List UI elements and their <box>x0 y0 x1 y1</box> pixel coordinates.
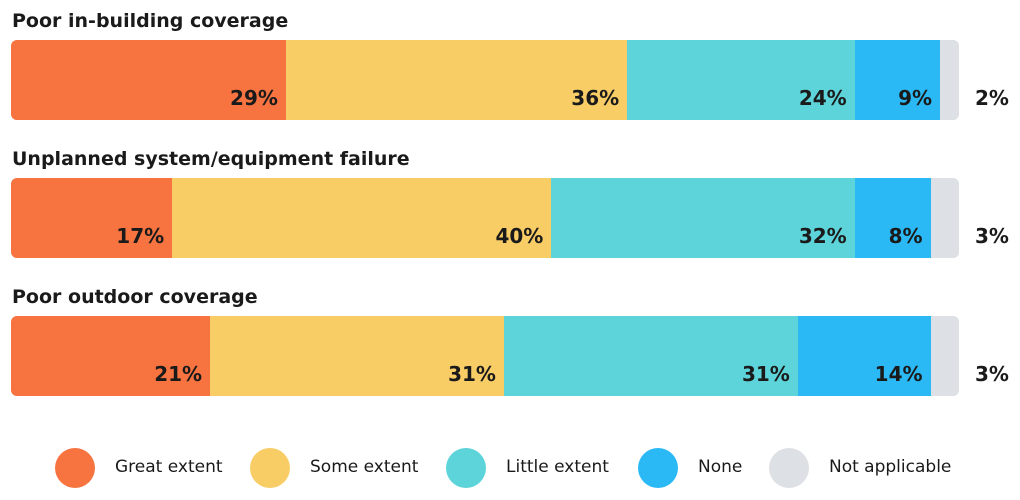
data-label: 32% <box>798 224 847 248</box>
bar-segment: 17% <box>11 178 173 258</box>
bar-segment <box>940 40 959 120</box>
data-label: 21% <box>154 362 203 386</box>
data-label: 3% <box>975 362 1009 386</box>
stacked-bar: 21% 31% 31% 14% <box>11 316 959 396</box>
bar-segment: 8% <box>854 178 931 258</box>
bar-segment: 36% <box>285 40 628 120</box>
category-label: Poor in-building coverage <box>12 10 289 32</box>
chart-legend: Great extent Some extent Little extent None… <box>55 448 995 488</box>
bar-segment: 29% <box>11 40 286 120</box>
stacked-bar: 17% 40% 32% 8% <box>11 178 959 258</box>
bar-segment: 21% <box>11 316 211 396</box>
legend-swatch <box>250 448 290 488</box>
data-label: 8% <box>888 224 923 248</box>
data-label: 14% <box>874 362 923 386</box>
bar-segment: 31% <box>503 316 798 396</box>
bar-segment: 14% <box>797 316 931 396</box>
bar-segment: 40% <box>172 178 552 258</box>
data-label: 31% <box>741 362 790 386</box>
legend-label: Little extent <box>506 457 609 477</box>
category-label: Poor outdoor coverage <box>12 286 258 308</box>
category-label: Unplanned system/equipment failure <box>12 148 410 170</box>
legend-label: Some extent <box>310 457 419 477</box>
data-label: 36% <box>571 86 620 110</box>
legend-label: Great extent <box>115 457 223 477</box>
bar-segment: 31% <box>210 316 504 396</box>
data-label: 29% <box>230 86 278 110</box>
data-label: 3% <box>975 224 1009 248</box>
data-label: 24% <box>798 86 847 110</box>
bar-segment: 9% <box>854 40 941 120</box>
legend-swatch <box>769 448 809 488</box>
data-label: 2% <box>975 86 1009 110</box>
bar-segment <box>930 316 959 396</box>
bar-segment: 24% <box>627 40 855 120</box>
legend-label: None <box>698 457 743 477</box>
bar-segment: 32% <box>551 178 855 258</box>
data-label: 17% <box>116 224 165 248</box>
legend-swatch <box>55 448 95 488</box>
stacked-bar: 29% 36% 24% 9% <box>11 40 959 120</box>
legend-swatch <box>638 448 678 488</box>
bar-segment <box>930 178 959 258</box>
legend-label: Not applicable <box>829 457 952 477</box>
data-label: 9% <box>898 86 933 110</box>
data-label: 40% <box>495 224 544 248</box>
legend-swatch <box>446 448 486 488</box>
data-label: 31% <box>448 362 496 386</box>
